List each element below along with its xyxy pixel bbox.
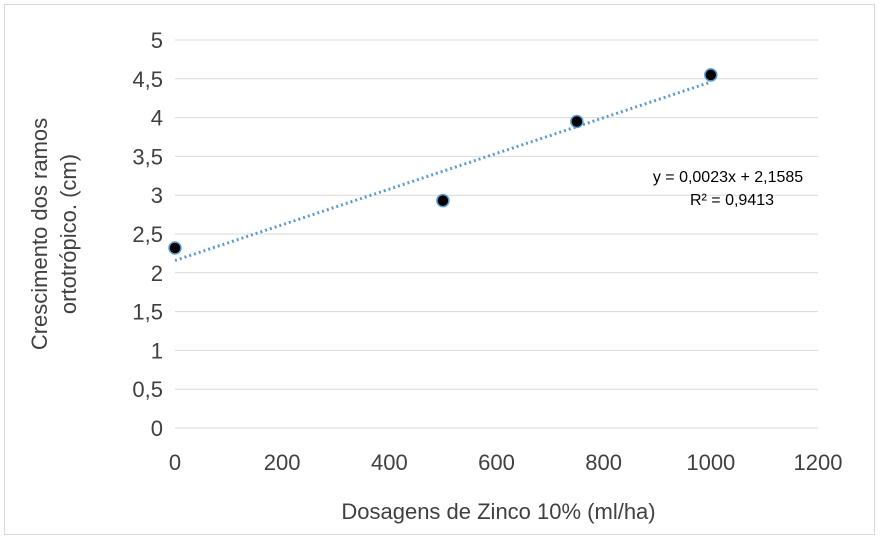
x-tick-label: 1200 <box>794 450 843 475</box>
x-tick-labels: 0 200 400 600 800 1000 1200 <box>169 450 843 475</box>
y-axis-title-line-2: ortotrópico. (cm) <box>56 154 81 314</box>
x-axis-title: Dosagens de Zinco 10% (ml/ha) <box>341 499 655 524</box>
y-tick-label: 1 <box>151 338 163 363</box>
y-tick-label: 0 <box>151 416 163 441</box>
y-tick-label: 1,5 <box>132 300 163 325</box>
y-tick-label: 2,5 <box>132 222 163 247</box>
gridlines <box>175 39 818 429</box>
x-tick-label: 600 <box>478 450 515 475</box>
y-tick-label: 4 <box>151 106 163 131</box>
data-point <box>168 241 182 255</box>
chart-frame <box>4 4 875 535</box>
data-point <box>704 68 718 82</box>
y-tick-label: 2 <box>151 261 163 286</box>
y-tick-label: 5 <box>151 28 163 53</box>
data-point <box>570 114 584 129</box>
y-axis-title-line-1: Crescimento dos ramos <box>27 118 52 350</box>
y-tick-label: 3 <box>151 183 163 208</box>
x-tick-label: 200 <box>264 450 301 475</box>
y-tick-label: 3,5 <box>132 144 163 169</box>
data-points <box>168 68 718 255</box>
trendline-r-squared: R² = 0,9413 <box>690 192 774 209</box>
x-tick-label: 400 <box>371 450 408 475</box>
y-tick-label: 4,5 <box>132 67 163 92</box>
trendline-equation: y = 0,0023x + 2,1585 <box>653 169 803 186</box>
y-tick-labels: 0 0,5 1 1,5 2 2,5 3 3,5 4 4,5 5 <box>132 28 163 441</box>
y-tick-label: 0,5 <box>132 377 163 402</box>
x-tick-label: 800 <box>585 450 622 475</box>
trendline <box>174 80 712 262</box>
x-tick-label: 1000 <box>686 450 735 475</box>
x-tick-label: 0 <box>169 450 181 475</box>
data-point <box>436 193 450 208</box>
